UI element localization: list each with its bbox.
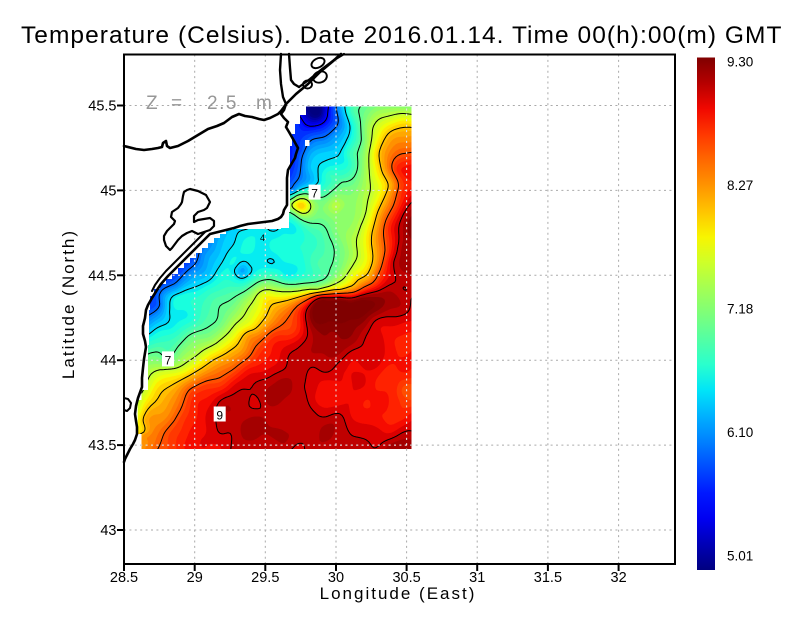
svg-text:2.5: 2.5 xyxy=(207,93,238,114)
svg-text:Latitude (North): Latitude (North) xyxy=(59,229,78,379)
svg-text:43.5: 43.5 xyxy=(88,438,116,454)
svg-text:29: 29 xyxy=(187,570,203,586)
svg-text:9: 9 xyxy=(216,409,223,423)
svg-text:32: 32 xyxy=(611,570,627,586)
svg-text:43: 43 xyxy=(100,523,116,539)
svg-text:4: 4 xyxy=(260,233,265,243)
svg-text:7: 7 xyxy=(165,353,172,367)
svg-text:31: 31 xyxy=(469,570,485,586)
svg-text:44: 44 xyxy=(100,353,116,369)
svg-text:30: 30 xyxy=(328,570,344,586)
svg-text:8.27: 8.27 xyxy=(727,178,753,193)
svg-text:Z: Z xyxy=(146,93,158,114)
svg-text:45.5: 45.5 xyxy=(88,99,116,115)
svg-text:Longitude (East): Longitude (East) xyxy=(320,584,477,603)
svg-text:6.10: 6.10 xyxy=(727,425,753,440)
svg-text:9.30: 9.30 xyxy=(727,55,753,70)
svg-text:29.5: 29.5 xyxy=(251,570,279,586)
svg-text:m: m xyxy=(256,93,272,114)
svg-text:=: = xyxy=(171,93,182,114)
svg-text:7: 7 xyxy=(311,187,318,201)
svg-text:7.18: 7.18 xyxy=(727,302,753,317)
svg-text:45: 45 xyxy=(100,183,116,199)
svg-text:Temperature (Celsius). Date 20: Temperature (Celsius). Date 2016.01.14. … xyxy=(21,22,783,49)
svg-text:28.5: 28.5 xyxy=(110,570,138,586)
svg-text:5.01: 5.01 xyxy=(727,549,753,564)
svg-text:30.5: 30.5 xyxy=(392,570,420,586)
svg-text:44.5: 44.5 xyxy=(88,268,116,284)
svg-text:31.5: 31.5 xyxy=(534,570,562,586)
